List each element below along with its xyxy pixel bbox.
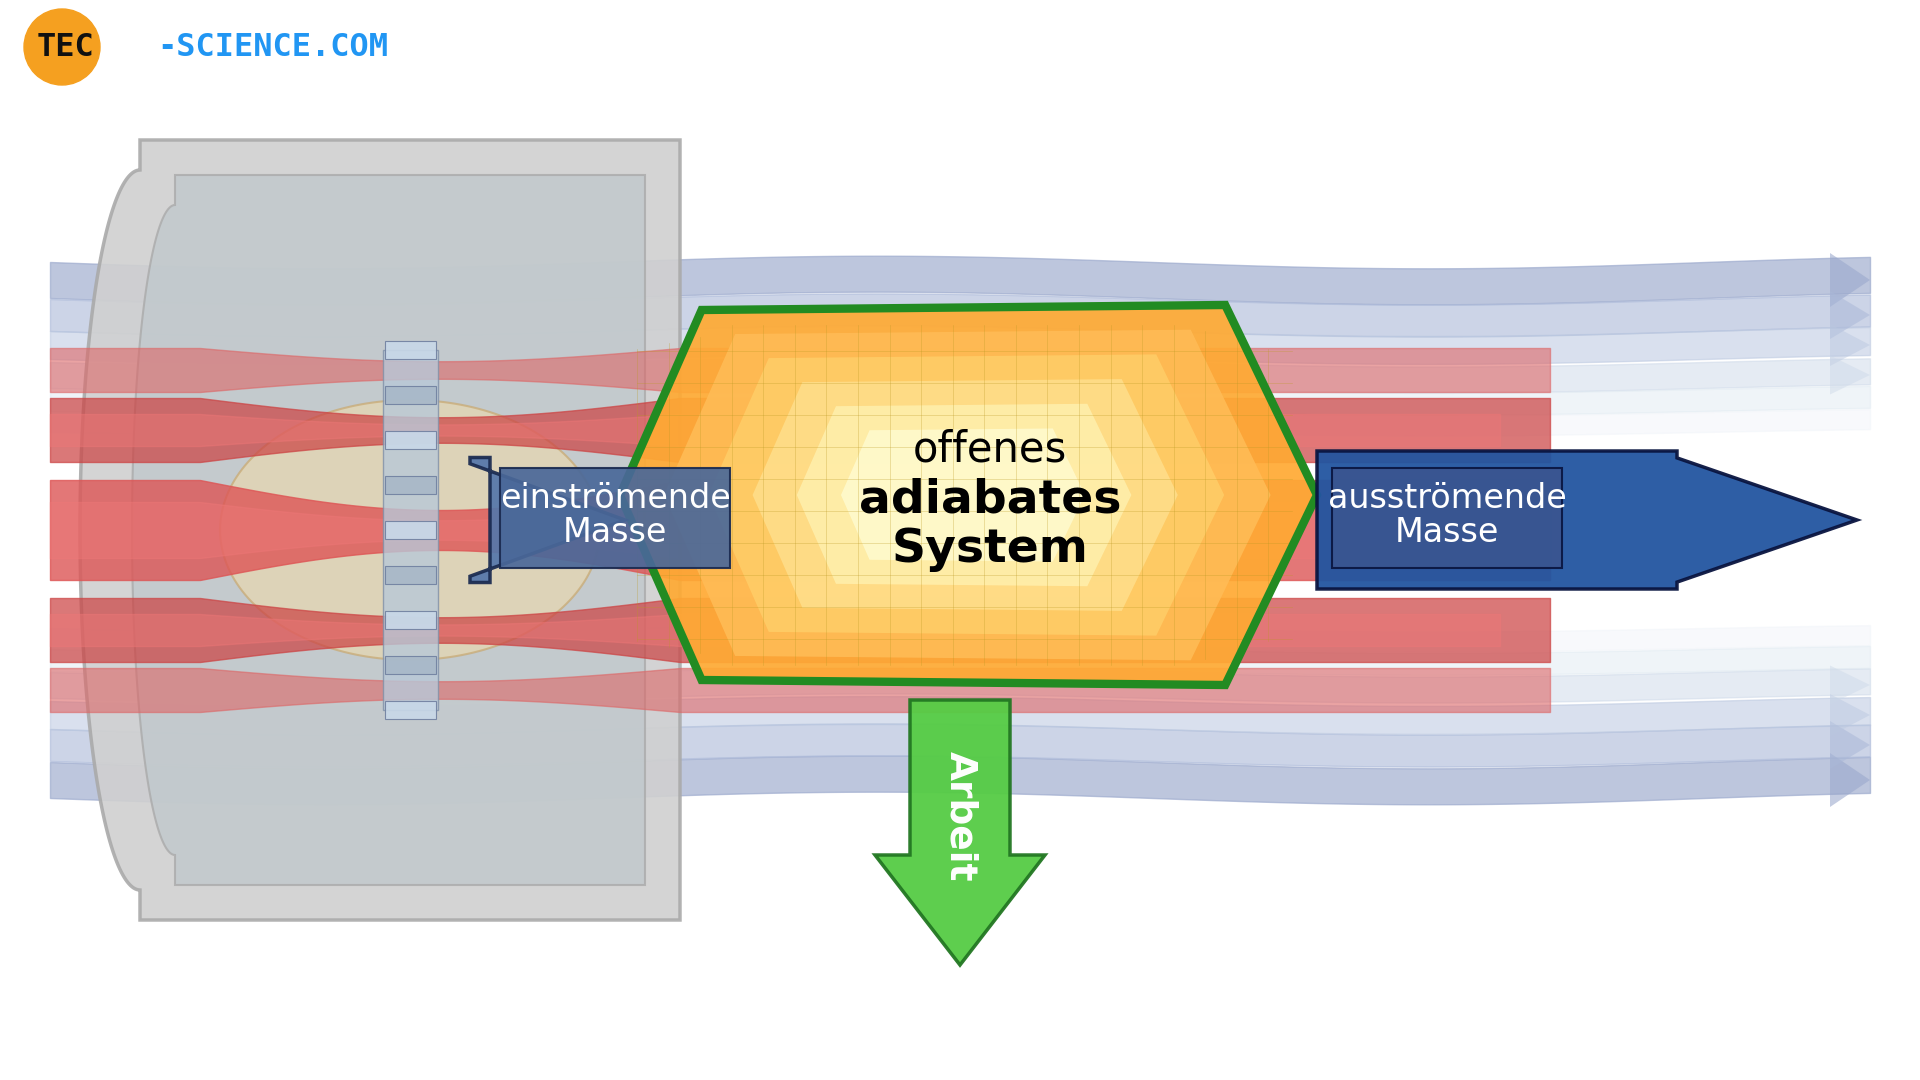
Bar [386,701,436,719]
Bar [386,476,436,494]
Polygon shape [1830,355,1870,394]
Polygon shape [1830,665,1870,704]
Polygon shape [221,400,599,660]
Bar [386,656,436,674]
Polygon shape [81,140,680,920]
Bar [386,386,436,404]
Bar [386,521,436,539]
Polygon shape [620,305,1317,685]
Text: ausströmende: ausströmende [1327,482,1567,514]
Polygon shape [664,329,1271,660]
Text: einströmende: einströmende [499,482,730,514]
Polygon shape [132,175,645,885]
Polygon shape [470,458,626,582]
Polygon shape [1830,753,1870,807]
Bar [386,611,436,629]
Bar [386,431,436,449]
Bar [386,341,436,359]
Text: System: System [891,527,1089,572]
Polygon shape [1830,324,1870,366]
Polygon shape [797,404,1131,586]
Polygon shape [1830,291,1870,339]
Text: Masse: Masse [1394,516,1500,550]
Text: Arbeit: Arbeit [943,752,977,882]
Polygon shape [841,429,1085,562]
Text: adiabates: adiabates [858,477,1121,523]
Text: -SCIENCE.COM: -SCIENCE.COM [157,31,388,63]
Polygon shape [1830,253,1870,307]
Polygon shape [1317,451,1857,589]
Bar [382,350,438,710]
Text: Masse: Masse [563,516,666,550]
Bar [1332,468,1563,568]
Bar [386,566,436,584]
Text: offenes: offenes [912,429,1068,471]
Polygon shape [876,700,1044,966]
Text: TEC: TEC [36,31,94,63]
Polygon shape [753,379,1177,611]
Bar [499,468,730,568]
Polygon shape [1830,694,1870,735]
Polygon shape [708,354,1225,636]
Polygon shape [1830,721,1870,769]
Circle shape [23,9,100,85]
